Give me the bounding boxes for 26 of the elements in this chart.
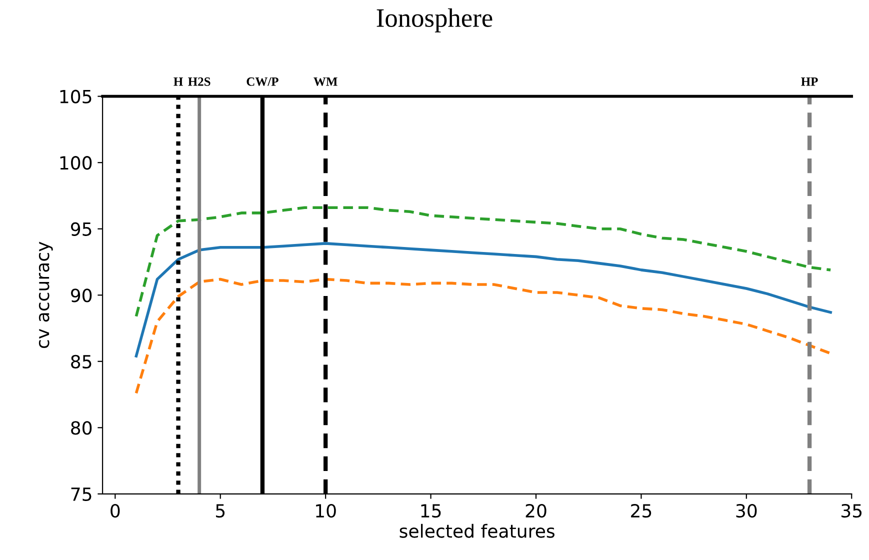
y-tick-label: 95 [70,222,92,236]
ref-line-label: WM [314,78,338,86]
y-tick-label: 100 [60,156,92,170]
line-series [134,206,832,318]
x-tick-label: 0 [110,504,120,518]
y-tick-label: 85 [71,354,92,369]
y-tick-label: 80 [71,421,92,435]
ref-line-label: CW/P [246,77,278,86]
x-tick-label: 25 [631,504,652,518]
y-tick-label: 90 [70,288,92,302]
ref-line-label: H2S [188,77,210,86]
x-tick-label: 20 [526,504,546,518]
x-axis-title: selected features [400,524,554,538]
line-series [134,278,832,395]
x-tick-label: 30 [736,504,757,518]
x-tick-label: 15 [421,504,441,518]
ref-line-label: H [174,78,183,86]
chart-title: Ionosphere [376,8,492,32]
x-tick-label: 5 [216,504,225,518]
x-tick-label: 35 [842,504,862,518]
ref-line-label: HP [801,78,818,86]
y-tick-label: 75 [71,488,92,502]
y-tick-label: 105 [60,90,92,104]
line-series [134,242,832,358]
y-axis-title: cv accuracy [38,242,53,348]
x-tick-label: 10 [316,504,336,518]
